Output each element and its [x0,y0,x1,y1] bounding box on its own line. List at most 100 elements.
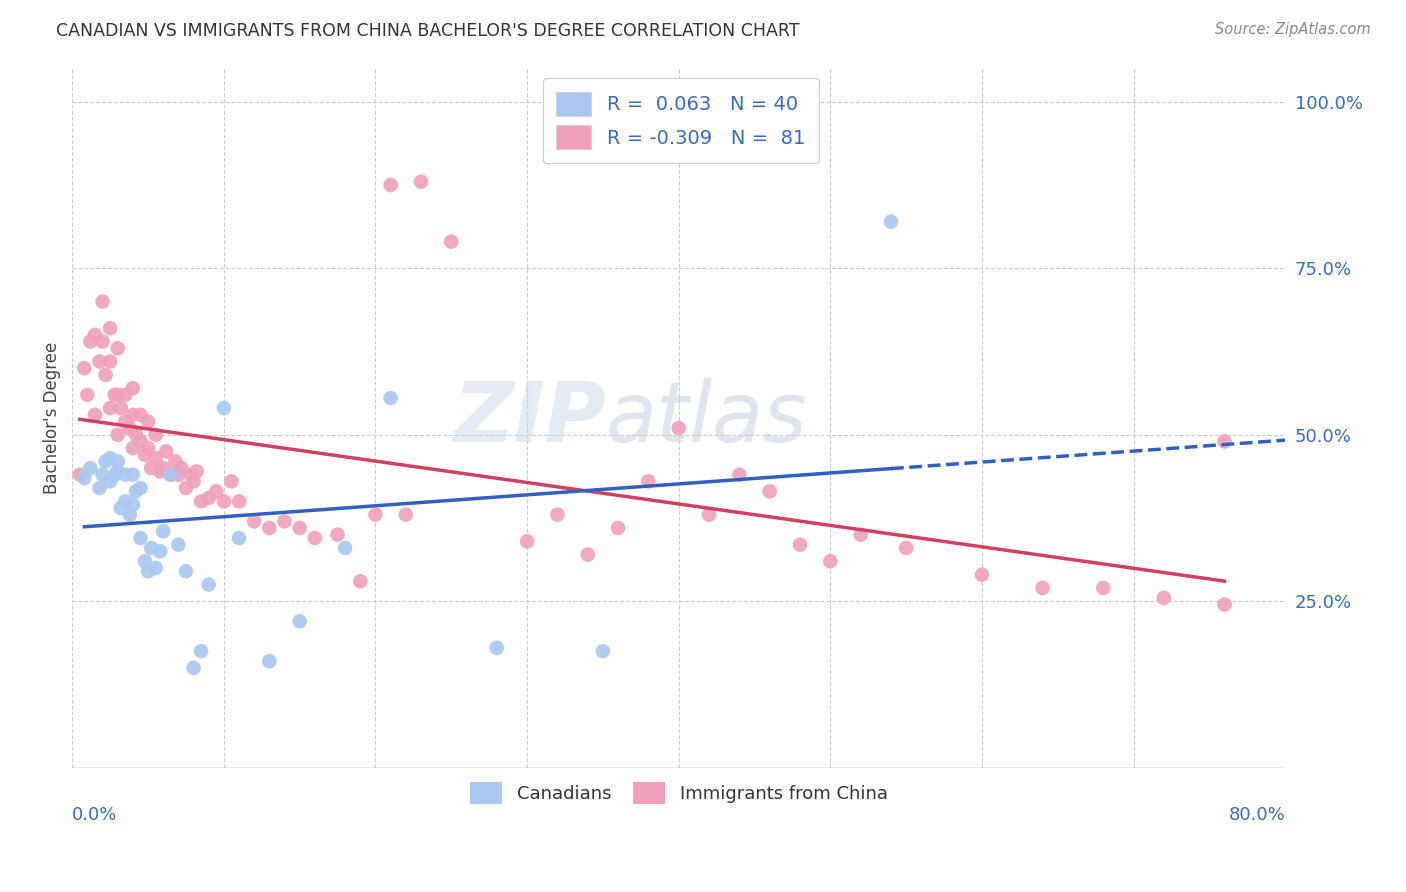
Text: ZIP: ZIP [453,377,606,458]
Point [129,434,152,449]
Point [349,574,371,589]
Point [167,467,190,482]
Point [134,448,156,462]
Point [304,531,326,545]
Point [94,454,117,468]
Point [149,544,172,558]
Point [118,508,141,522]
Point [145,451,167,466]
Point [155,444,177,458]
Point [228,531,250,545]
Text: 80.0%: 80.0% [1229,806,1285,824]
Point [1092,581,1115,595]
Point [98,475,121,489]
Point [136,414,159,428]
Point [212,401,235,416]
Point [174,481,197,495]
Point [145,427,167,442]
Point [114,414,136,428]
Point [288,614,311,628]
Point [122,467,145,482]
Point [107,427,129,442]
Point [212,494,235,508]
Point [107,454,129,468]
Point [880,215,903,229]
Point [333,541,356,555]
Point [1032,581,1054,595]
Point [136,564,159,578]
Point [1213,434,1236,449]
Point [125,484,148,499]
Point [165,454,187,468]
Text: CANADIAN VS IMMIGRANTS FROM CHINA BACHELOR'S DEGREE CORRELATION CHART: CANADIAN VS IMMIGRANTS FROM CHINA BACHEL… [56,22,800,40]
Point [129,481,152,495]
Point [139,461,162,475]
Point [125,427,148,442]
Point [69,467,91,482]
Point [159,467,181,482]
Point [440,235,463,249]
Point [110,501,132,516]
Point [197,577,219,591]
Point [576,548,599,562]
Point [114,494,136,508]
Point [221,475,243,489]
Point [758,484,780,499]
Point [546,508,568,522]
Point [98,451,121,466]
Point [89,481,111,495]
Point [183,661,205,675]
Point [139,541,162,555]
Point [174,564,197,578]
Point [697,508,720,522]
Point [89,354,111,368]
Point [364,508,387,522]
Point [288,521,311,535]
Point [190,644,212,658]
Point [84,408,107,422]
Point [970,567,993,582]
Point [1153,591,1175,605]
Point [94,368,117,382]
Point [186,464,208,478]
Point [668,421,690,435]
Point [129,531,152,545]
Text: Source: ZipAtlas.com: Source: ZipAtlas.com [1215,22,1371,37]
Point [122,498,145,512]
Point [114,388,136,402]
Point [380,178,402,192]
Point [228,494,250,508]
Point [243,514,266,528]
Point [91,467,114,482]
Point [134,554,156,568]
Point [107,464,129,478]
Text: atlas: atlas [606,377,807,458]
Point [145,561,167,575]
Point [114,467,136,482]
Point [107,388,129,402]
Point [273,514,295,528]
Legend: Canadians, Immigrants from China: Canadians, Immigrants from China [463,774,896,811]
Point [73,361,96,376]
Point [205,484,228,499]
Point [259,654,281,668]
Text: 0.0%: 0.0% [72,806,118,824]
Point [91,334,114,349]
Point [380,391,402,405]
Point [326,527,349,541]
Point [118,421,141,435]
Point [820,554,842,568]
Point [190,494,212,508]
Point [79,334,101,349]
Point [1213,598,1236,612]
Point [152,524,174,539]
Point [183,475,205,489]
Point [136,441,159,455]
Point [409,175,432,189]
Point [170,461,193,475]
Point [516,534,538,549]
Point [79,461,101,475]
Point [894,541,917,555]
Point [104,388,127,402]
Point [122,408,145,422]
